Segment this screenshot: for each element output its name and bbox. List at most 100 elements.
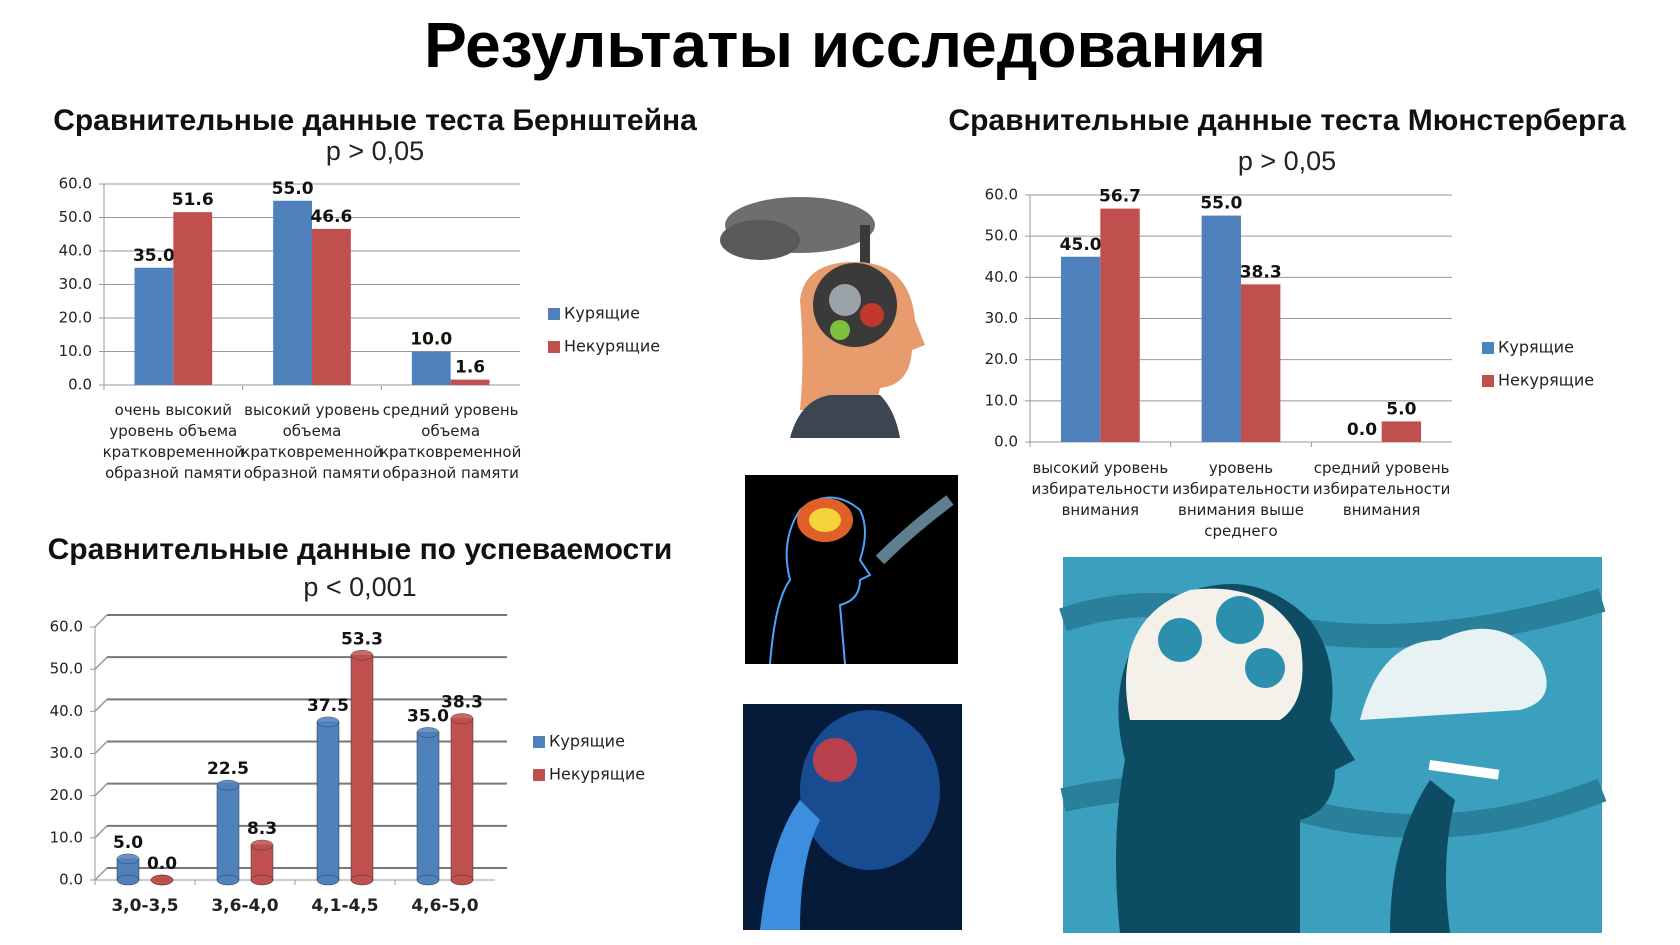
value-label: 51.6: [172, 190, 214, 210]
y-tick-label: 10.0: [50, 828, 83, 846]
y-tick-label: 40.0: [50, 702, 83, 720]
chart-subtitle: p > 0,05: [1238, 146, 1336, 176]
illustration-smoking-head: [720, 196, 925, 438]
y-tick-label: 0.0: [68, 376, 92, 394]
bar: [450, 718, 474, 881]
bar-base: [416, 874, 440, 886]
bar: [216, 784, 240, 881]
x-tick-label: средний уровень объема кратковременной о…: [379, 401, 522, 482]
bar: [173, 212, 213, 385]
grid-line: [94, 825, 108, 839]
legend-label: Некурящие: [1498, 371, 1594, 390]
y-tick-label: 0.0: [994, 433, 1018, 451]
legend-swatch: [533, 736, 545, 748]
value-label: 10.0: [410, 330, 452, 350]
bar: [450, 379, 490, 385]
bar-base: [116, 874, 140, 886]
bar-base: [316, 874, 340, 886]
value-label: 1.6: [455, 358, 485, 378]
bar-cap: [316, 716, 340, 728]
bar-cap: [150, 874, 174, 886]
y-tick-label: 40.0: [985, 268, 1018, 286]
grid-line: [94, 698, 108, 712]
bar: [316, 721, 340, 881]
value-label: 0.0: [147, 854, 177, 874]
y-tick-label: 30.0: [985, 309, 1018, 327]
y-tick-label: 50.0: [50, 660, 83, 678]
bar: [1381, 421, 1422, 442]
bar: [416, 732, 440, 881]
value-label: 55.0: [272, 179, 314, 199]
chart-title: Сравнительные данные теста Бернштейна: [53, 104, 697, 137]
y-tick-label: 10.0: [985, 391, 1018, 409]
bar: [1060, 256, 1101, 442]
x-tick-label: уровень избирательности внимания выше ср…: [1172, 459, 1310, 540]
value-label: 45.0: [1060, 235, 1102, 255]
bar-cap: [250, 839, 274, 851]
chart-title: Сравнительные данные по успеваемости: [48, 533, 673, 566]
value-label: 37.5: [307, 696, 349, 716]
grid-line: [94, 614, 108, 628]
illustration-smoker-silhouette: [1059, 557, 1607, 933]
x-tick-label: очень высокий уровень объема кратковреме…: [102, 401, 245, 482]
value-label: 5.0: [113, 833, 143, 853]
value-label: 22.5: [207, 759, 249, 779]
legend-label: Курящие: [564, 304, 640, 323]
y-tick-label: 10.0: [59, 342, 92, 360]
legend-label: Курящие: [1498, 338, 1574, 357]
x-tick-label: 4,1-4,5: [311, 896, 379, 916]
bar-cap: [416, 727, 440, 738]
bar: [350, 655, 374, 881]
chart-subtitle: p < 0,001: [303, 572, 416, 602]
y-tick-label: 30.0: [50, 744, 83, 762]
value-label: 56.7: [1099, 187, 1141, 207]
x-tick-label: 3,0-3,5: [111, 896, 179, 916]
legend-swatch: [548, 341, 560, 353]
bar: [1241, 284, 1281, 442]
y-tick-label: 20.0: [985, 350, 1018, 368]
grid-line: [94, 783, 108, 797]
chart-subtitle: p > 0,05: [326, 136, 424, 166]
bar-cap: [216, 779, 240, 791]
y-tick-label: 50.0: [59, 208, 92, 226]
x-tick-label: высокий уровень избирательности внимания: [1031, 459, 1170, 519]
x-tick-label: 4,6-5,0: [411, 896, 479, 916]
bar-cap: [350, 650, 374, 661]
grid-line: [94, 867, 108, 881]
y-tick-label: 20.0: [50, 786, 83, 804]
grid-line: [94, 656, 108, 670]
grid-line: [94, 740, 108, 755]
legend-swatch: [1482, 342, 1494, 354]
y-tick-label: 60.0: [985, 186, 1018, 204]
bar: [411, 351, 451, 385]
value-label: 0.0: [1347, 420, 1377, 440]
value-label: 38.3: [441, 693, 483, 713]
y-tick-label: 40.0: [59, 242, 92, 260]
y-tick-label: 20.0: [59, 309, 92, 327]
bar-base: [450, 874, 474, 886]
bar-base: [350, 874, 374, 886]
legend-label: Курящие: [549, 732, 625, 751]
x-tick-label: средний уровень избирательности внимания: [1312, 459, 1451, 519]
bar-cap: [450, 713, 474, 724]
y-tick-label: 50.0: [985, 227, 1018, 245]
value-label: 53.3: [341, 629, 383, 649]
value-label: 46.6: [310, 207, 352, 227]
bar-base: [216, 874, 240, 886]
bar: [1201, 215, 1241, 442]
bar: [273, 200, 312, 385]
value-label: 38.3: [1240, 262, 1282, 282]
legend-swatch: [1482, 375, 1494, 387]
x-tick-label: 3,6-4,0: [211, 896, 279, 916]
chart-title: Сравнительные данные теста Мюнстерберга: [948, 104, 1625, 137]
illustration-brain-smoker: [745, 475, 958, 665]
illustration-headache: [743, 704, 962, 930]
bar-base: [250, 874, 274, 886]
slide-title: Результаты исследования: [424, 9, 1266, 81]
y-tick-label: 60.0: [50, 618, 83, 636]
legend-swatch: [548, 308, 560, 320]
bar: [312, 228, 351, 385]
bar: [1100, 208, 1140, 442]
